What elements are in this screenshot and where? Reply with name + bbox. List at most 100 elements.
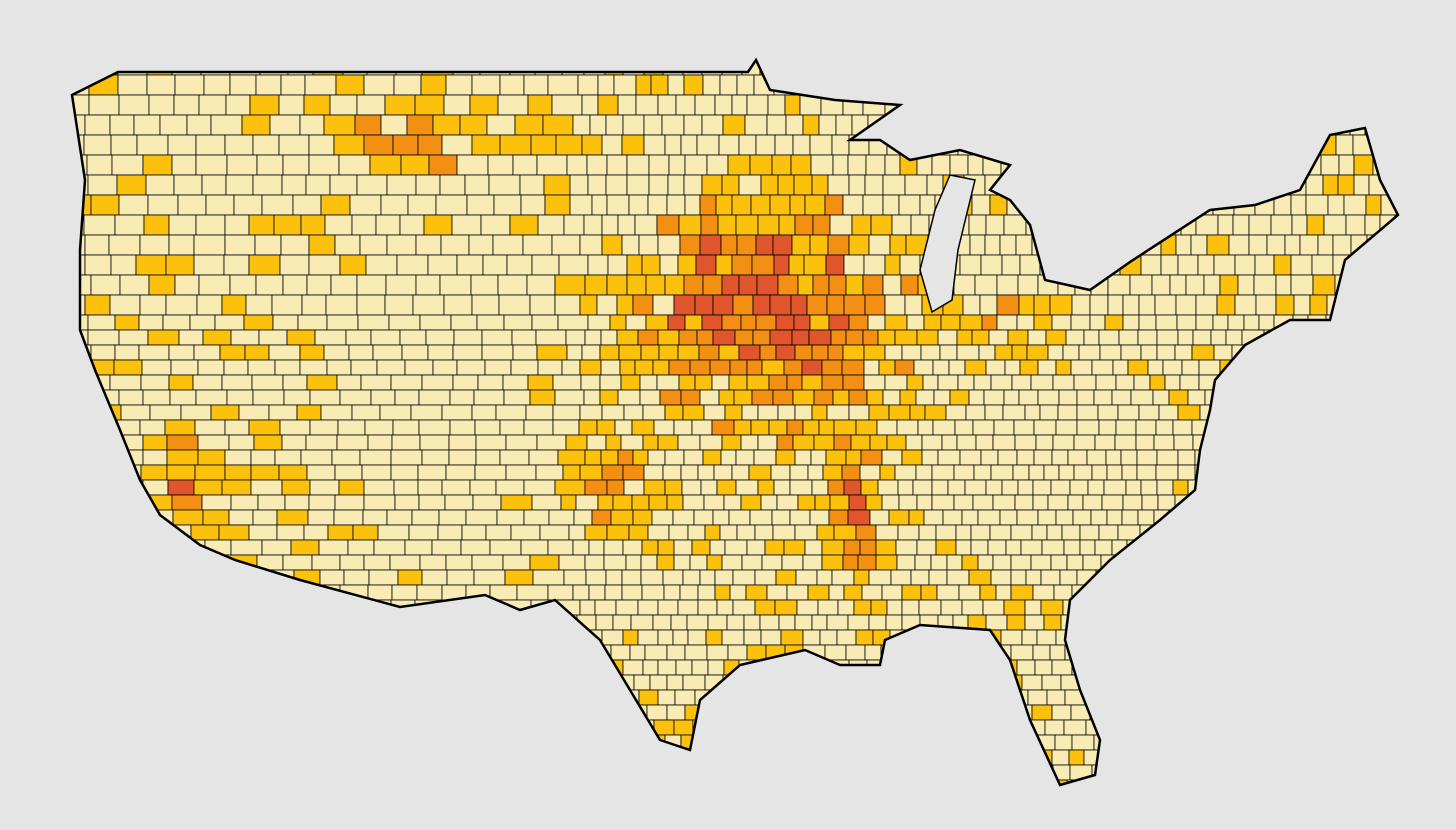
county [252,134,280,156]
county [1037,359,1057,376]
county [1151,274,1171,296]
county [336,434,369,451]
county [1121,509,1139,526]
county [210,114,243,136]
county [760,174,779,196]
county [809,314,830,331]
county [495,404,527,421]
county [250,464,280,481]
county [771,509,791,526]
county [224,419,250,436]
county [667,314,686,331]
county [1076,404,1099,421]
county [601,214,619,236]
county [796,599,819,616]
county [899,254,921,276]
county [956,434,977,451]
county [114,344,140,361]
county [401,344,429,361]
county [1051,659,1073,676]
county [712,294,734,316]
county [554,274,586,296]
county [363,74,395,96]
county [268,404,298,421]
county [1005,539,1022,556]
county [441,479,471,496]
county [221,479,252,496]
us-outline [70,57,1400,787]
county [241,114,271,136]
county [320,404,353,421]
county [258,329,288,346]
county [628,524,649,541]
county [942,509,963,526]
county [601,629,624,646]
county [230,329,260,346]
county [370,389,396,406]
county [746,374,770,391]
county [404,539,433,556]
county [702,274,723,296]
county [487,154,514,176]
county [716,599,734,616]
county [1051,704,1072,721]
county [238,404,270,421]
county [696,134,720,156]
county [914,554,932,571]
county [924,404,947,421]
county [776,434,794,451]
county [423,214,453,236]
county [558,254,589,276]
county [329,174,358,196]
county [326,314,359,331]
county [668,524,689,541]
county [643,464,664,481]
county [606,479,625,496]
county [910,569,930,586]
county [933,389,951,406]
county [300,214,326,236]
county [530,134,557,156]
county [999,509,1018,526]
county [174,274,200,296]
county [255,274,284,296]
county [557,314,589,331]
county [601,234,623,256]
county [609,314,627,331]
county [1323,214,1347,236]
county [87,174,118,196]
county [367,584,393,601]
county [1012,464,1030,481]
county [466,194,495,216]
county [923,314,942,331]
county [732,294,754,316]
county [1030,374,1054,391]
county [475,449,501,466]
county [493,194,522,216]
county [519,174,545,196]
county [863,374,886,391]
county [1311,254,1334,276]
county [363,494,396,511]
county [786,374,803,391]
county [420,74,447,96]
county [110,254,137,276]
county [578,419,598,436]
county [1253,274,1277,296]
county [485,524,512,541]
county [460,539,491,556]
county [612,494,633,511]
county [195,154,228,176]
county [588,584,606,601]
county [1305,174,1324,196]
county [334,494,365,511]
county [1016,509,1039,526]
county [1173,434,1194,451]
county [1255,294,1277,316]
county [682,674,706,691]
county [751,389,774,406]
county [894,329,918,346]
county [587,314,611,331]
county [789,509,811,526]
county [1156,329,1179,346]
